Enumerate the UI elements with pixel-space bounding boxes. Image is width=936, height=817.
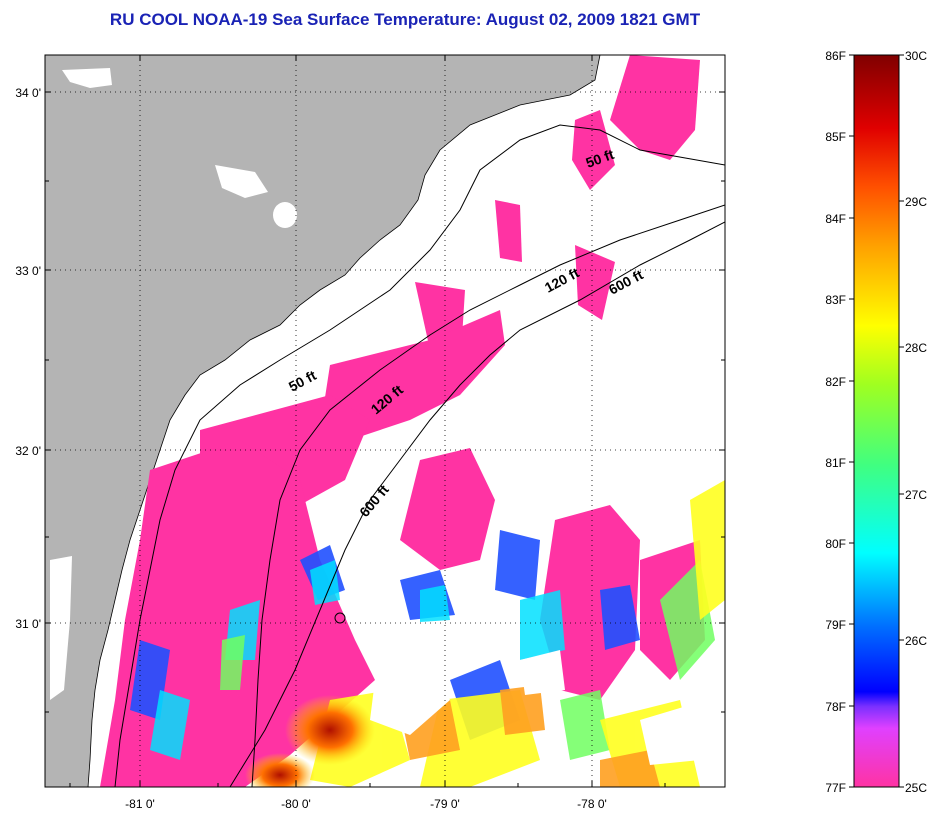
colorbar-f-label: 77F — [825, 781, 846, 795]
colorbar-c-label: 29C — [905, 195, 927, 209]
graticule — [45, 55, 725, 787]
colorbar-f-label: 84F — [825, 212, 846, 226]
colorbar-f-label: 78F — [825, 700, 846, 714]
land-cloud-patch — [62, 68, 112, 88]
colorbar-f-label: 83F — [825, 293, 846, 307]
colorbar-f-label: 85F — [825, 130, 846, 144]
colorbar-f-label: 86F — [825, 49, 846, 63]
land-mass — [45, 55, 601, 787]
lon-tick-label: -80 0' — [281, 797, 311, 811]
colorbar-f-label: 80F — [825, 537, 846, 551]
colorbar-c-label: 27C — [905, 488, 927, 502]
colorbar-f-label: 79F — [825, 618, 846, 632]
lat-tick-label: 31 0' — [15, 617, 41, 631]
colorbar-c-label: 26C — [905, 634, 927, 648]
colorbar-scale — [853, 54, 900, 788]
sst-warm-core — [245, 753, 315, 787]
sst-warm-core — [285, 695, 375, 765]
map-panel: 50 ft 50 ft 120 ft 120 ft 600 ft 600 ft — [45, 55, 725, 787]
lat-tick-label: 33 0' — [15, 264, 41, 278]
colorbar-c-label: 25C — [905, 781, 927, 795]
contour-120ft — [251, 204, 725, 787]
colorbar-f-label: 82F — [825, 375, 846, 389]
sst-27c-pixels — [150, 560, 565, 760]
lon-tick-label: -78 0' — [577, 797, 607, 811]
land-cloud-patch — [215, 165, 268, 198]
map-tick-marks — [45, 55, 725, 787]
lon-tick-label: -79 0' — [430, 797, 460, 811]
lon-tick-label: -81 0' — [125, 797, 155, 811]
lat-tick-label: 34 0' — [15, 86, 41, 100]
contour-50ft — [114, 124, 725, 787]
colorbar-c-label: 30C — [905, 49, 927, 63]
contour-600ft — [229, 221, 725, 787]
land-cloud-patch — [50, 556, 72, 700]
colorbar: 86F 85F 84F 83F 82F 81F 80F 79F 78F 77F … — [825, 49, 927, 795]
map-title: RU COOL NOAA-19 Sea Surface Temperature:… — [109, 10, 701, 29]
ocean-cloud-holes — [370, 650, 700, 765]
map-frame — [44, 54, 726, 788]
colorbar-c-label: 28C — [905, 341, 927, 355]
land-cloud-patch — [273, 202, 297, 228]
colorbar-f-label: 81F — [825, 456, 846, 470]
lat-tick-label: 32 0' — [15, 444, 41, 458]
colorbar-ticks — [849, 54, 904, 788]
